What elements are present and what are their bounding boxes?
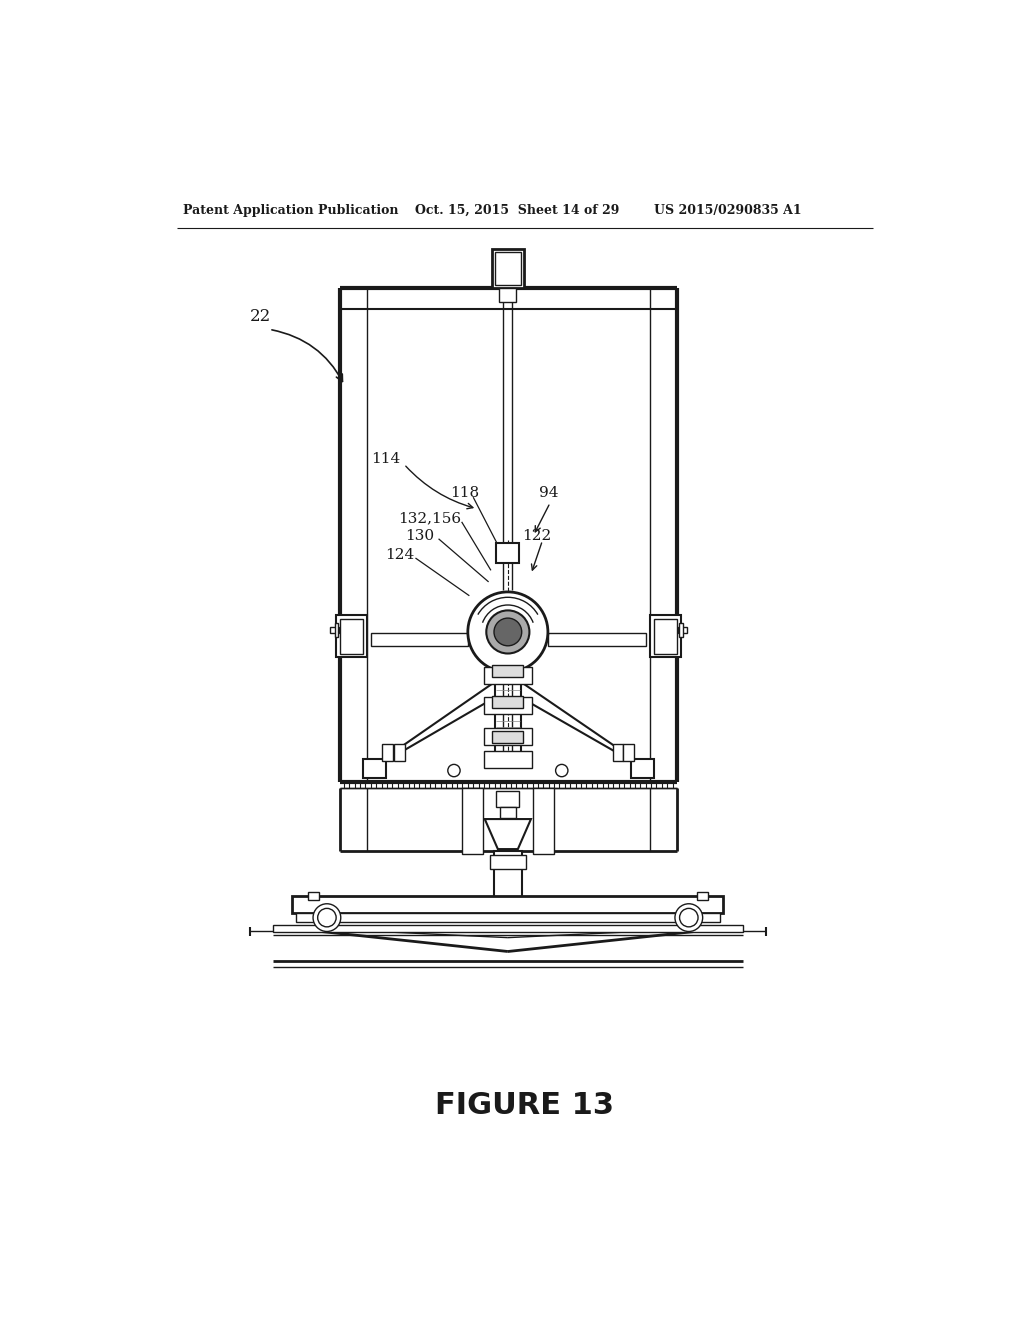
Circle shape <box>313 904 341 932</box>
Circle shape <box>556 764 568 776</box>
Bar <box>493 730 523 743</box>
Polygon shape <box>484 818 531 849</box>
Circle shape <box>468 591 548 672</box>
Bar <box>500 807 515 818</box>
FancyArrowPatch shape <box>406 466 473 508</box>
Bar <box>382 743 393 760</box>
Bar <box>612 743 624 760</box>
Text: 132,156: 132,156 <box>398 512 462 525</box>
Bar <box>532 788 554 854</box>
Bar <box>492 249 524 288</box>
Bar <box>493 665 523 677</box>
Bar <box>678 627 687 632</box>
Bar <box>364 759 386 779</box>
Bar <box>307 892 319 900</box>
Bar <box>679 623 683 636</box>
Bar <box>296 913 720 923</box>
Text: 92: 92 <box>514 648 534 663</box>
Text: Oct. 15, 2015  Sheet 14 of 29: Oct. 15, 2015 Sheet 14 of 29 <box>416 205 620 218</box>
Bar <box>330 627 339 632</box>
Text: 22: 22 <box>250 308 271 325</box>
Bar <box>484 751 531 768</box>
FancyArrowPatch shape <box>531 543 542 570</box>
Bar <box>494 851 521 898</box>
Circle shape <box>494 618 521 645</box>
Text: 124: 124 <box>385 548 414 562</box>
Bar <box>493 696 523 708</box>
Bar <box>484 729 531 744</box>
Bar <box>548 634 646 645</box>
Bar <box>292 896 724 913</box>
Circle shape <box>447 764 460 776</box>
Bar <box>495 252 521 285</box>
Bar <box>497 792 519 807</box>
Bar <box>490 855 525 869</box>
Text: 122: 122 <box>521 529 551 543</box>
Bar <box>484 667 531 684</box>
Bar <box>624 743 634 760</box>
FancyArrowPatch shape <box>272 330 342 381</box>
Bar <box>696 892 708 900</box>
Text: 130: 130 <box>406 529 434 543</box>
Bar <box>650 615 681 657</box>
Text: Patent Application Publication: Patent Application Publication <box>183 205 398 218</box>
Bar <box>335 623 339 636</box>
Bar <box>394 743 404 760</box>
Bar <box>654 619 677 653</box>
Bar <box>484 697 531 714</box>
Circle shape <box>680 908 698 927</box>
Bar <box>631 759 654 779</box>
Text: 114: 114 <box>371 451 400 466</box>
Bar <box>340 619 364 653</box>
Text: US 2015/0290835 A1: US 2015/0290835 A1 <box>654 205 802 218</box>
FancyArrowPatch shape <box>536 506 549 532</box>
Circle shape <box>317 908 336 927</box>
Text: FIGURE 13: FIGURE 13 <box>435 1092 614 1119</box>
Bar <box>497 544 519 562</box>
Bar <box>500 288 516 302</box>
Circle shape <box>675 904 702 932</box>
Text: 118: 118 <box>451 486 479 500</box>
Circle shape <box>486 610 529 653</box>
Bar <box>371 634 468 645</box>
Bar <box>462 788 483 854</box>
Bar <box>273 924 742 932</box>
Bar <box>336 615 367 657</box>
Text: 94: 94 <box>539 486 558 500</box>
